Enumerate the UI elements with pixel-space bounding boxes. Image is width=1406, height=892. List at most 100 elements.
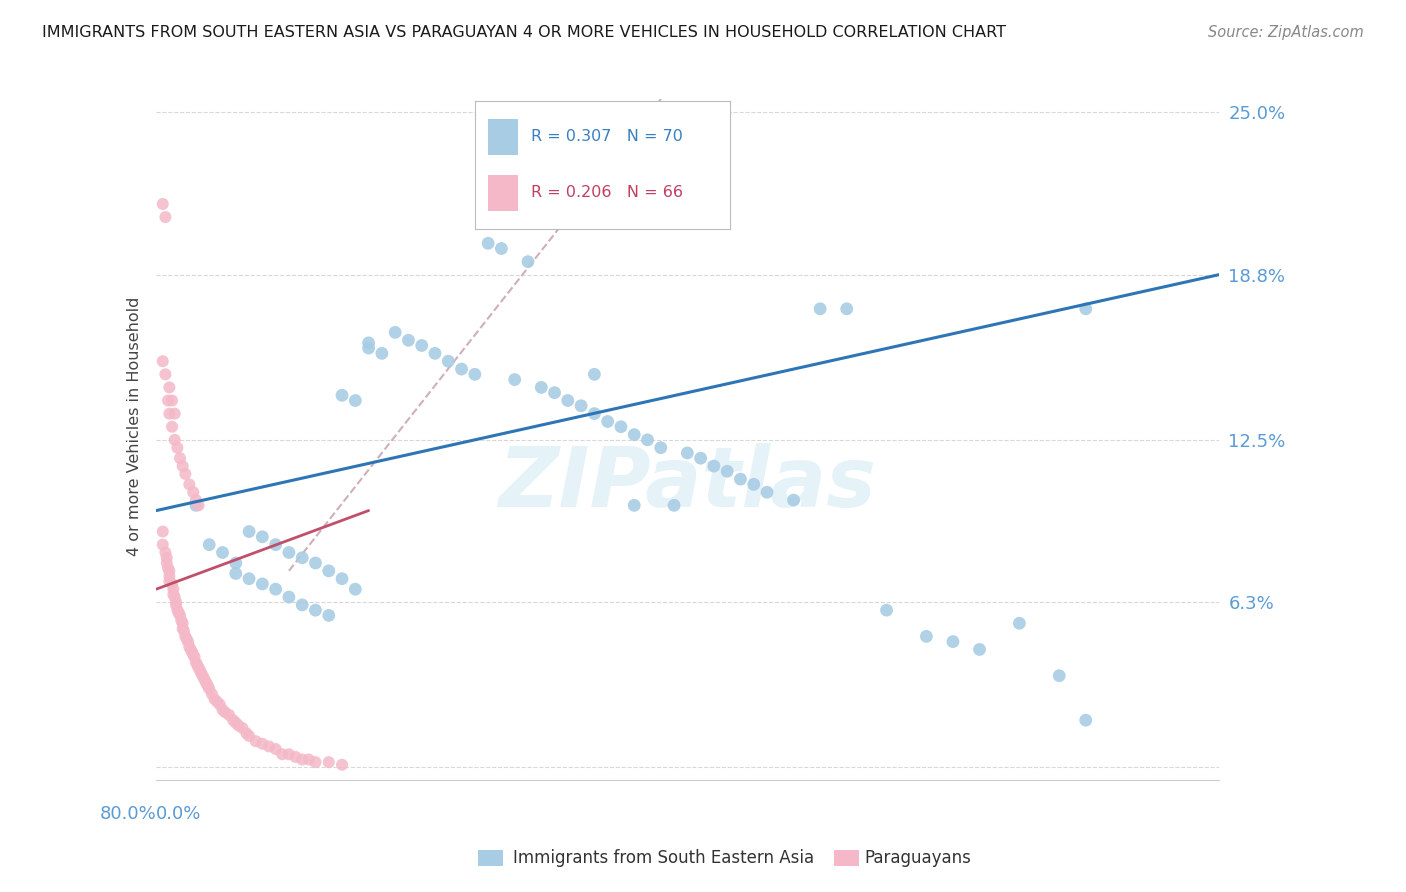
Point [344,393,367,408]
Point [252,737,274,751]
Point [172,616,194,631]
Point [214,706,236,720]
Point [193,671,215,685]
Point [157,380,180,394]
Point [543,385,565,400]
Point [742,477,765,491]
Point [177,634,200,648]
Point [252,530,274,544]
Point [157,561,180,575]
Point [703,458,725,473]
Point [167,606,190,620]
Point [756,485,779,500]
Point [174,629,197,643]
Text: 0.0%: 0.0% [156,805,201,823]
Point [172,458,194,473]
Point [716,464,738,478]
Point [411,338,433,352]
Point [152,524,174,539]
Point [583,407,606,421]
Point [450,362,472,376]
Point [344,582,367,597]
Point [235,726,257,740]
Point [179,640,201,654]
Point [304,755,326,769]
Point [157,574,180,589]
Point [557,393,579,408]
Point [181,645,204,659]
Point [238,524,260,539]
Point [225,556,247,570]
Point [184,656,207,670]
Point [491,242,513,256]
Point [162,582,184,597]
Point [169,608,191,623]
Point [155,545,177,559]
Point [517,254,540,268]
Point [187,661,209,675]
Point [371,346,394,360]
Point [423,346,446,360]
Point [808,301,831,316]
Point [1047,668,1070,682]
Point [184,499,207,513]
Point [330,388,353,402]
Point [318,564,340,578]
Point [228,718,250,732]
Point [277,747,299,762]
Point [477,236,499,251]
Point [173,624,195,639]
Point [191,668,214,682]
Point [915,629,938,643]
Point [184,493,207,508]
Point [271,747,294,762]
Point [543,158,565,172]
Point [662,499,685,513]
Y-axis label: 4 or more Vehicles in Household: 4 or more Vehicles in Household [127,297,142,557]
Point [160,577,183,591]
Point [245,734,267,748]
Point [152,538,174,552]
Point [225,566,247,581]
Point [165,598,187,612]
Point [197,679,219,693]
Point [264,582,287,597]
Point [181,648,204,662]
Point [183,650,205,665]
Point [155,368,177,382]
Point [181,485,204,500]
Point [205,695,228,709]
Point [942,634,965,648]
Point [156,556,179,570]
Point [174,467,197,481]
Point [157,564,180,578]
Point [291,550,314,565]
Point [357,341,380,355]
Point [180,642,202,657]
Point [437,354,460,368]
Text: IMMIGRANTS FROM SOUTH EASTERN ASIA VS PARAGUAYAN 4 OR MORE VEHICLES IN HOUSEHOLD: IMMIGRANTS FROM SOUTH EASTERN ASIA VS PA… [42,25,1007,40]
Point [676,446,699,460]
Point [318,755,340,769]
Point [222,713,245,727]
Point [284,750,307,764]
Point [218,708,240,723]
Point [623,499,645,513]
Point [835,301,858,316]
Point [610,419,633,434]
Point [503,158,526,172]
Point [291,598,314,612]
Point [304,603,326,617]
Point [155,210,177,224]
Point [179,477,201,491]
Point [156,550,179,565]
Point [583,368,606,382]
Point [876,603,898,617]
Point [689,451,711,466]
Point [257,739,280,754]
Point [298,752,321,766]
Point [330,572,353,586]
Point [188,664,211,678]
Point [1074,301,1097,316]
Point [291,752,314,766]
